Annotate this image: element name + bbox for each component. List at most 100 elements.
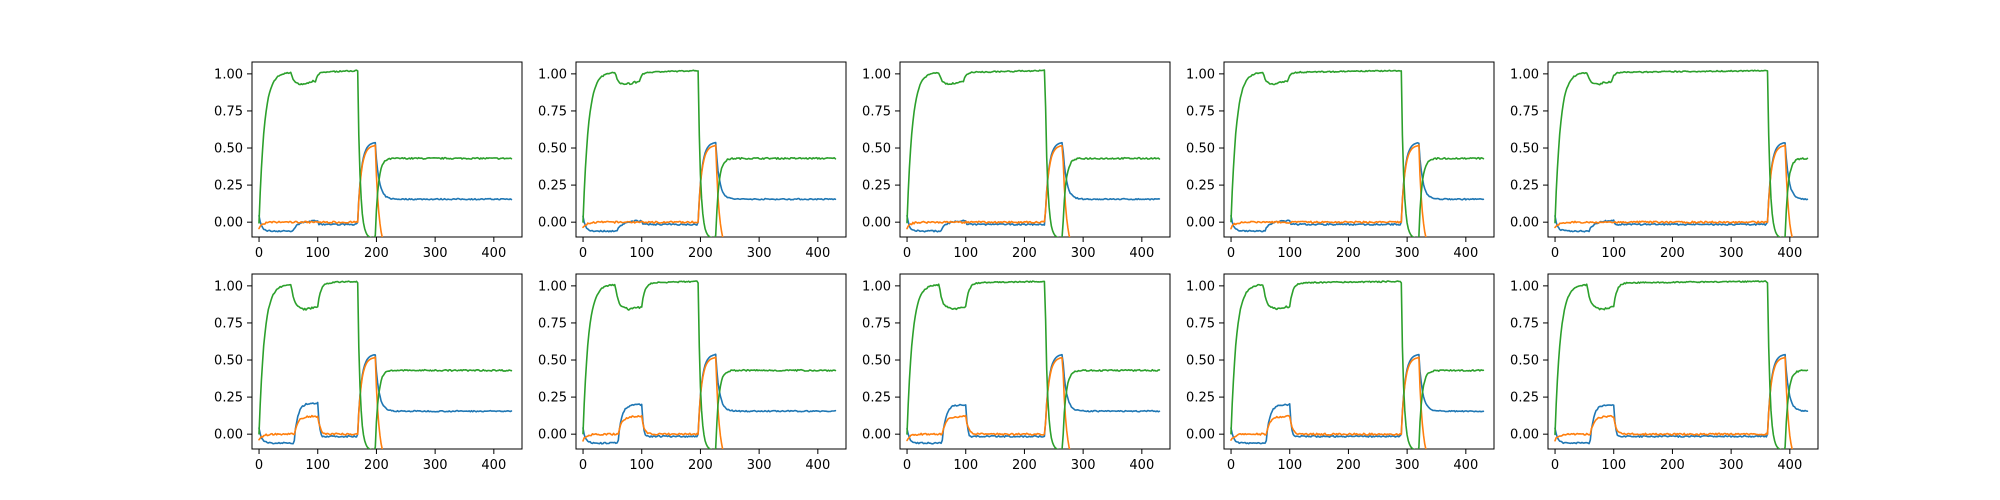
x-tick-label: 300 [1071,458,1096,473]
y-tick-label: 0.50 [1186,142,1215,157]
x-tick-label: 200 [688,458,713,473]
x-tick-label: 400 [1129,246,1154,261]
y-tick-label: 1.00 [538,279,567,294]
x-tick-label: 100 [1277,246,1302,261]
y-tick-label: 0.75 [1186,316,1215,331]
x-tick-label: 200 [1336,246,1361,261]
subplot-r0-c3: 0 100 200 300 400 0.00 0.25 0.50 0.75 1.00 [1186,61,1495,261]
series-line-green [1554,280,1809,449]
x-tick-label: 0 [579,458,587,473]
x-tick-label: 0 [1551,458,1559,473]
series-line-orange [906,144,1071,237]
series-line-blue [906,353,1161,445]
y-tick-label: 0.25 [1186,391,1215,406]
y-tick-label: 0.25 [1510,391,1539,406]
y-tick-label: 0.75 [1510,316,1539,331]
x-tick-label: 400 [1453,246,1478,261]
y-tick-label: 0.50 [538,142,567,157]
series-line-orange [1554,356,1793,449]
y-tick-label: 0.00 [1510,216,1539,231]
subplot-r1-c2: 0 100 200 300 400 0.00 0.25 0.50 0.75 1.00 [862,273,1171,473]
y-tick-label: 0.25 [214,179,243,194]
x-tick-label: 100 [953,458,978,473]
x-tick-label: 400 [1777,246,1802,261]
y-tick-label: 0.50 [1510,142,1539,157]
subplot-r0-c2: 0 100 200 300 400 0.00 0.25 0.50 0.75 1.00 [862,61,1171,261]
y-tick-label: 0.00 [1510,428,1539,443]
y-tick-label: 0.50 [214,142,243,157]
axes-frame [575,61,847,238]
x-tick-label: 400 [1777,458,1802,473]
x-tick-label: 200 [364,246,389,261]
x-tick-label: 100 [1601,246,1626,261]
series-line-orange [258,144,384,237]
y-tick-label: 1.00 [538,67,567,82]
y-tick-label: 1.00 [214,279,243,294]
y-tick-label: 0.25 [1186,179,1215,194]
x-tick-label: 100 [1277,458,1302,473]
axes-frame [1223,273,1495,450]
y-tick-label: 0.50 [1186,354,1215,369]
axes-frame [1547,61,1819,238]
y-tick-label: 0.25 [538,179,567,194]
subplot-r1-c1: 0 100 200 300 400 0.00 0.25 0.50 0.75 1.00 [538,273,847,473]
axes-frame [1223,61,1495,238]
series-line-blue [906,141,1161,233]
series-line-green [1230,69,1485,237]
x-tick-label: 0 [903,458,911,473]
x-tick-label: 0 [579,246,587,261]
y-tick-label: 0.25 [862,179,891,194]
x-tick-label: 400 [481,246,506,261]
y-tick-label: 0.50 [862,354,891,369]
y-tick-label: 0.00 [862,216,891,231]
series-line-orange [1554,144,1793,237]
x-tick-label: 300 [1071,246,1096,261]
y-tick-label: 0.00 [1186,428,1215,443]
x-tick-label: 0 [1551,246,1559,261]
y-tick-label: 1.00 [1186,67,1215,82]
y-tick-label: 1.00 [1510,279,1539,294]
y-tick-label: 0.00 [1186,216,1215,231]
axes-frame [251,61,523,238]
x-tick-label: 200 [1660,458,1685,473]
y-tick-label: 0.75 [214,316,243,331]
series-line-orange [582,144,724,237]
x-tick-label: 300 [1395,246,1420,261]
x-tick-label: 400 [805,458,830,473]
series-line-orange [1230,356,1427,449]
y-tick-label: 1.00 [1186,279,1215,294]
y-tick-label: 0.75 [214,104,243,119]
x-tick-label: 200 [1660,246,1685,261]
series-line-blue [582,353,837,445]
series-line-green [258,280,513,449]
y-tick-label: 0.00 [214,428,243,443]
x-tick-label: 0 [1227,246,1235,261]
x-tick-label: 300 [1719,246,1744,261]
series-line-blue [258,141,513,233]
y-tick-label: 1.00 [214,67,243,82]
y-tick-label: 1.00 [862,67,891,82]
x-tick-label: 100 [953,246,978,261]
y-tick-label: 0.50 [538,354,567,369]
series-line-green [582,69,837,237]
y-tick-label: 0.25 [862,391,891,406]
y-tick-label: 0.75 [1510,104,1539,119]
series-line-green [906,69,1161,237]
y-tick-label: 0.25 [214,391,243,406]
x-tick-label: 100 [1601,458,1626,473]
y-tick-label: 0.00 [538,428,567,443]
series-line-orange [1230,144,1427,237]
x-tick-label: 100 [305,246,330,261]
y-tick-label: 0.00 [214,216,243,231]
x-tick-label: 300 [747,246,772,261]
y-tick-label: 0.50 [214,354,243,369]
series-line-orange [582,356,724,449]
x-tick-label: 400 [1129,458,1154,473]
x-tick-label: 200 [688,246,713,261]
series-line-blue [1554,142,1809,233]
x-tick-label: 300 [1719,458,1744,473]
subplot-r0-c1: 0 100 200 300 400 0.00 0.25 0.50 0.75 1.00 [538,61,847,261]
axes-frame [899,61,1171,238]
x-tick-label: 100 [629,458,654,473]
